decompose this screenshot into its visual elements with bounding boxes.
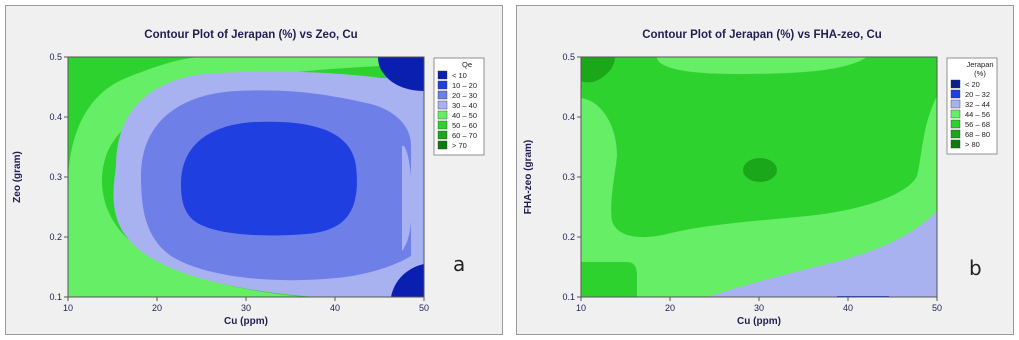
- region-32-44: [707, 211, 937, 297]
- legend-swatch: [437, 80, 448, 90]
- x-tick-label: 20: [152, 303, 162, 313]
- legend-swatch: [437, 140, 448, 150]
- region-44-56-top: [657, 57, 867, 74]
- legend-entry: 44 – 56: [965, 110, 990, 119]
- legend-entry: > 70: [452, 141, 467, 150]
- legend-entry: < 10: [452, 71, 467, 80]
- legend-swatch: [950, 79, 961, 89]
- legend-swatch: [950, 109, 961, 119]
- y-tick-label: 0.3: [49, 172, 62, 182]
- region-40-50: [68, 57, 381, 297]
- legend-entry: < 20: [965, 80, 980, 89]
- axis-ticks: 10 20 30 40 50 0.1 0.2 0.3 0.4 0.5: [562, 52, 942, 313]
- x-tick-label: 30: [241, 303, 251, 313]
- legend-entry: 68 – 80: [965, 130, 990, 139]
- panel-label-b: b: [969, 256, 982, 280]
- x-tick-label: 10: [63, 303, 73, 313]
- x-tick-label: 50: [419, 303, 429, 313]
- region-56-68-bottom: [581, 262, 637, 297]
- legend-swatch: [437, 130, 448, 140]
- legend-entry: > 80: [965, 140, 980, 149]
- legend-entry: 32 – 44: [965, 100, 990, 109]
- contour-chart-b: Contour Plot of Jerapan (%) vs FHA-zeo, …: [523, 29, 998, 327]
- y-tick-label: 0.1: [562, 292, 575, 302]
- legend-swatch: [950, 119, 961, 129]
- panel-label-a: a: [453, 252, 466, 276]
- chart-title: Contour Plot of Jerapan (%) vs Zeo, Cu: [144, 29, 357, 41]
- axis-ticks: 10 20 30 40 50 0.1 0.2 0.3 0.4 0.5: [49, 52, 429, 313]
- legend-entry: 60 – 70: [452, 131, 477, 140]
- legend-entry: 30 – 40: [452, 101, 477, 110]
- y-axis-label: FHA-zeo (gram): [523, 140, 534, 214]
- region-10-20: [181, 121, 357, 236]
- plot-area: [580, 56, 938, 298]
- y-axis-label: Zeo (gram): [12, 151, 23, 203]
- legend-swatch: [437, 90, 448, 100]
- x-tick-label: 30: [754, 303, 764, 313]
- legend-swatch: [950, 89, 961, 99]
- x-tick-label: 40: [330, 303, 340, 313]
- y-tick-label: 0.2: [49, 232, 62, 242]
- y-tick-label: 0.1: [49, 292, 62, 302]
- y-tick-label: 0.4: [49, 112, 62, 122]
- y-tick-label: 0.2: [562, 232, 575, 242]
- legend-entry: 20 – 32: [965, 90, 990, 99]
- x-tick-label: 50: [932, 303, 942, 313]
- legend-entry: 20 – 30: [452, 91, 477, 100]
- x-tick-label: 40: [843, 303, 853, 313]
- legend-entry: 50 – 60: [452, 121, 477, 130]
- contour-chart-a: Contour Plot of Jerapan (%) vs Zeo, Cu 1…: [12, 29, 485, 327]
- legend-swatch: [437, 110, 448, 120]
- y-tick-label: 0.5: [562, 52, 575, 62]
- region-68-80-center: [743, 158, 777, 182]
- x-axis-label: Cu (ppm): [737, 316, 781, 327]
- y-tick-label: 0.5: [49, 52, 62, 62]
- legend-title: Jerapan: [966, 60, 993, 69]
- legend-entry: 10 – 20: [452, 81, 477, 90]
- legend-swatch: [950, 99, 961, 109]
- legend-swatch: [437, 100, 448, 110]
- legend-title: (%): [974, 69, 986, 78]
- legend-swatch: [437, 70, 448, 80]
- legend-swatch: [950, 129, 961, 139]
- x-tick-label: 20: [665, 303, 675, 313]
- chart-title: Contour Plot of Jerapan (%) vs FHA-zeo, …: [642, 29, 882, 41]
- x-tick-label: 10: [576, 303, 586, 313]
- region-below-10-bottom: [391, 264, 424, 297]
- legend-title: Qe: [462, 60, 472, 69]
- contour-plot-a: Contour Plot of Jerapan (%) vs Zeo, Cu 1…: [5, 5, 503, 335]
- region-30-40-right: [402, 146, 412, 251]
- legend-swatch: [950, 139, 961, 149]
- region-below-10-top: [378, 57, 424, 91]
- legend-entry: 40 – 50: [452, 111, 477, 120]
- legend-entry: 56 – 68: [965, 120, 990, 129]
- region-68-80: [581, 57, 615, 83]
- y-tick-label: 0.3: [562, 172, 575, 182]
- region-56-68: [581, 57, 937, 238]
- contour-plot-b: Contour Plot of Jerapan (%) vs FHA-zeo, …: [516, 5, 1014, 335]
- x-axis-label: Cu (ppm): [224, 316, 268, 327]
- plot-area: [67, 56, 425, 298]
- y-tick-label: 0.4: [562, 112, 575, 122]
- legend-swatch: [437, 120, 448, 130]
